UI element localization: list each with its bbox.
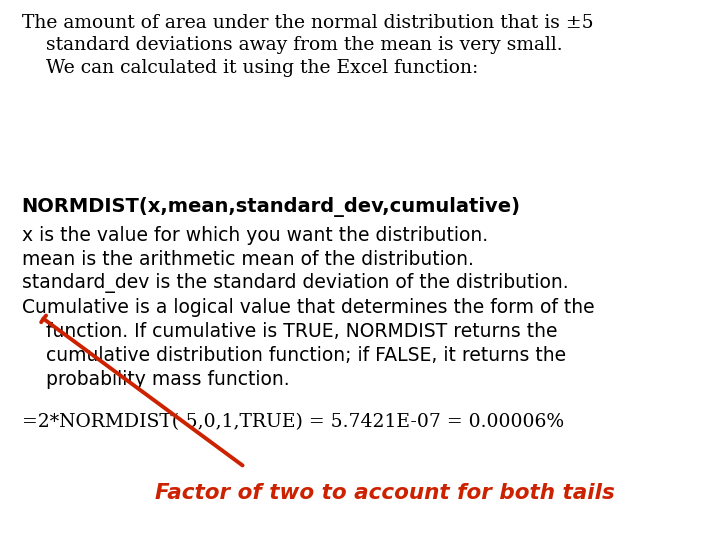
Text: NORMDIST(x,mean,standard_dev,cumulative): NORMDIST(x,mean,standard_dev,cumulative) bbox=[22, 197, 521, 217]
Text: The amount of area under the normal distribution that is ±5
    standard deviati: The amount of area under the normal dist… bbox=[22, 14, 593, 77]
Text: =2*NORMDIST(-5,0,1,TRUE) = 5.7421E-07 = 0.00006%: =2*NORMDIST(-5,0,1,TRUE) = 5.7421E-07 = … bbox=[22, 413, 564, 431]
Text: Factor of two to account for both tails: Factor of two to account for both tails bbox=[155, 483, 615, 503]
Text: x is the value for which you want the distribution.
mean is the arithmetic mean : x is the value for which you want the di… bbox=[22, 226, 594, 388]
